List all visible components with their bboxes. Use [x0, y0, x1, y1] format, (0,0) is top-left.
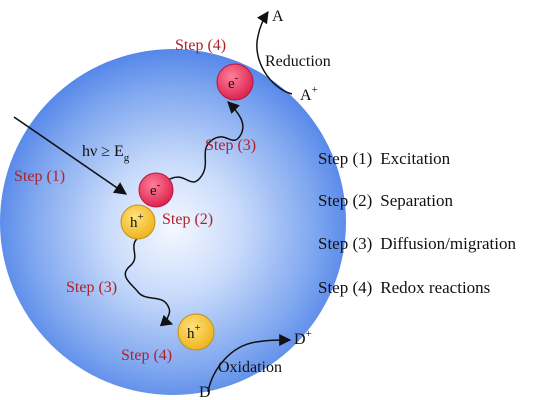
legend-step-4: Step (4) Redox reactions	[318, 278, 490, 297]
hole-surface-label: h+	[187, 322, 201, 342]
reduction-arrow	[256, 11, 293, 95]
hole-inner	[120, 204, 156, 240]
oxidation-arrow	[207, 334, 292, 393]
product-D-plus: D+	[294, 328, 312, 348]
reduction-label: Reduction	[265, 53, 331, 70]
step2-label: Step (2)	[162, 211, 213, 228]
electron-inner	[138, 172, 174, 208]
step1-label: Step (1)	[14, 168, 65, 185]
legend-step-3: Step (3) Diffusion/migration	[318, 234, 516, 253]
electron-inner-label: e-	[150, 179, 161, 199]
semiconductor-particle	[0, 49, 346, 395]
step3-electron-label: Step (3)	[205, 137, 256, 154]
step3-hole-label: Step (3)	[66, 279, 117, 296]
electron-surface	[216, 63, 254, 101]
legend-step-1: Step (1) Excitation	[318, 149, 451, 168]
reactant-D: D	[199, 384, 211, 400]
electron-surface-label: e-	[228, 72, 239, 92]
step4-oxidation-label: Step (4)	[121, 347, 172, 364]
hole-surface	[177, 313, 215, 351]
reactant-A-plus: A+	[300, 84, 318, 104]
product-A: A	[272, 8, 284, 25]
oxidation-label: Oxidation	[218, 359, 282, 376]
electron-migration-path	[167, 101, 244, 183]
step4-reduction-label: Step (4)	[175, 37, 226, 54]
hole-migration-path	[124, 235, 174, 327]
legend-step-2: Step (2) Separation	[318, 191, 453, 210]
legend: Step (1) Excitation Step (2) Separation St…	[318, 149, 516, 297]
hole-inner-label: h+	[130, 211, 144, 231]
incident-light-arrow	[13, 116, 128, 195]
photon-energy-label: hν ≥ Eg	[82, 143, 130, 164]
